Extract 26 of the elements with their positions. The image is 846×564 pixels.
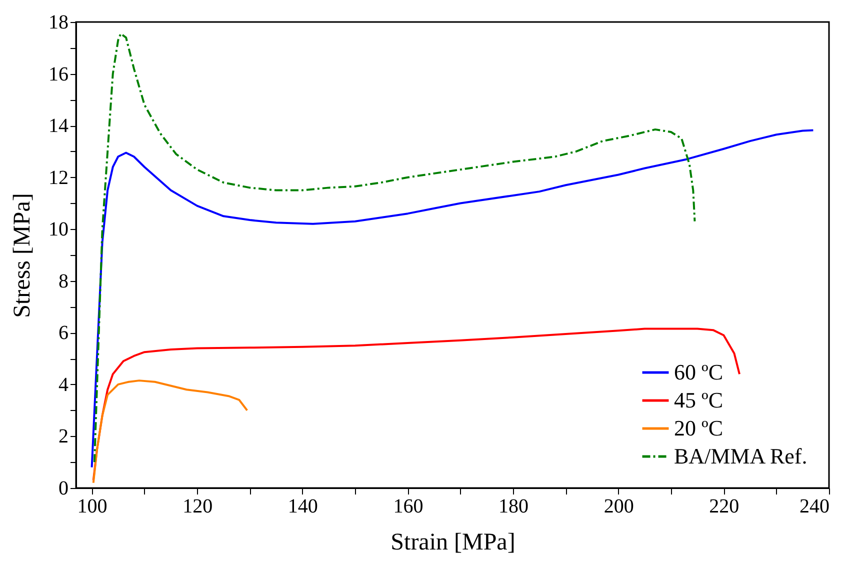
legend-label: BA/MMA Ref.	[674, 444, 808, 468]
y-axis-title: Stress [MPa]	[10, 193, 36, 318]
legend-label: 60 ºC	[674, 360, 723, 384]
y-tick-label: 2	[58, 426, 68, 448]
x-tick-label: 220	[709, 496, 740, 518]
y-tick-label: 12	[48, 166, 68, 189]
y-tick-label: 8	[58, 270, 68, 292]
x-tick-label: 120	[182, 496, 213, 518]
y-tick-label: 14	[48, 115, 68, 138]
x-tick-label: 140	[288, 496, 318, 518]
legend-label: 20 ºC	[674, 416, 723, 440]
x-tick-label: 180	[498, 496, 529, 518]
x-tick-label: 160	[393, 496, 424, 518]
y-tick-label: 6	[58, 322, 68, 344]
line-series	[90, 129, 814, 468]
y-tick-label: 16	[48, 63, 68, 86]
y-tick-label: 10	[48, 218, 68, 241]
x-axis-title: Strain [MPa]	[390, 530, 516, 556]
y-tick-label: 18	[48, 12, 68, 34]
y-tick-label: 4	[58, 374, 68, 396]
line-series	[92, 380, 248, 484]
x-tick-label: 240	[800, 496, 830, 518]
x-tick-label: 100	[77, 496, 108, 518]
legend-label: 45 ºC	[674, 388, 723, 412]
y-tick-label: 0	[58, 478, 68, 500]
x-tick-label: 200	[604, 496, 634, 518]
